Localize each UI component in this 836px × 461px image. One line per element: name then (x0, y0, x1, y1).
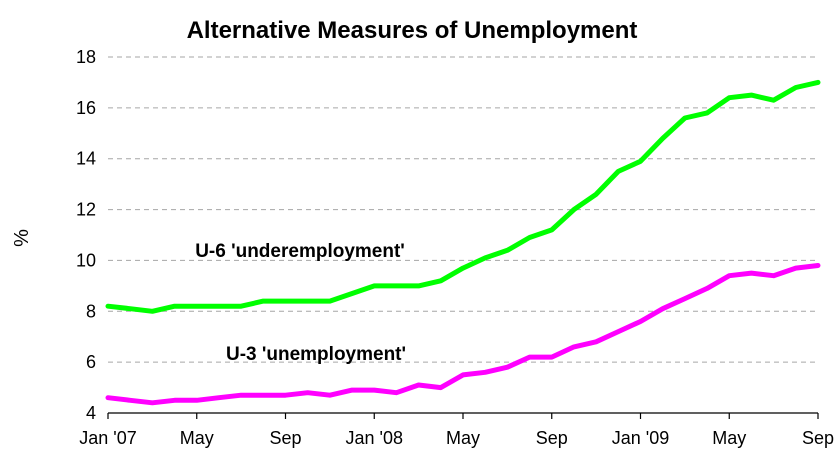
x-tick-label: Jan '08 (346, 428, 403, 448)
series-line-0 (105, 79, 821, 314)
y-tick-label: 18 (76, 47, 96, 67)
chart-title: Alternative Measures of Unemployment (187, 17, 638, 44)
x-tick-label: Sep (802, 428, 834, 448)
y-axis-label: % (11, 229, 33, 247)
x-tick-label: Sep (536, 428, 568, 448)
series-line-1 (105, 263, 821, 406)
y-axis-ticks: 4 6 8 10 12 14 16 18 (76, 47, 96, 423)
y-tick-label: 12 (76, 200, 96, 220)
series-lines (105, 79, 821, 406)
x-tick-label: Sep (269, 428, 301, 448)
y-tick-label: 10 (76, 250, 96, 270)
y-tick-label: 6 (86, 352, 96, 372)
x-tick-label: May (712, 428, 746, 448)
y-tick-label: 8 (86, 301, 96, 321)
gridlines (108, 56, 818, 363)
y-tick-label: 4 (86, 403, 96, 423)
series-label-1: U-3 'unemployment' (226, 344, 406, 365)
y-tick-label: 14 (76, 149, 96, 169)
series-label-0: U-6 'underemployment' (195, 241, 405, 262)
x-tick-label: Jan '07 (79, 428, 136, 448)
y-tick-label: 16 (76, 98, 96, 118)
series-labels: U-6 'underemployment' U-3 'unemployment' (195, 241, 406, 365)
x-tick-label: May (180, 428, 214, 448)
x-axis: Jan '07 May Sep Jan '08 May Sep Jan '09 May Sep (79, 412, 834, 448)
x-tick-label: May (446, 428, 480, 448)
x-tick-label: Jan '09 (612, 428, 669, 448)
